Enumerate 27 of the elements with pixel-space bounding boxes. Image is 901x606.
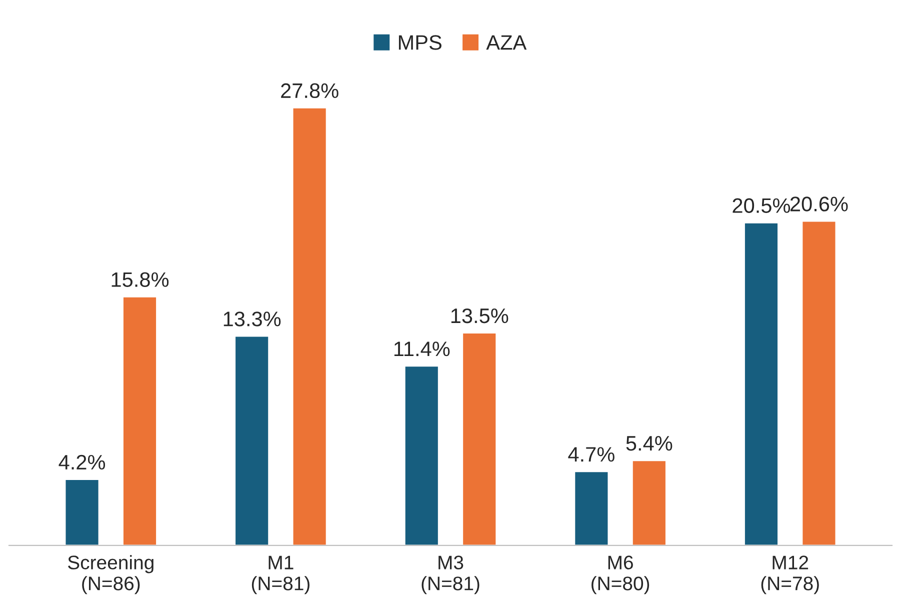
data-label: 5.4% xyxy=(626,436,672,451)
data-label: 27.8% xyxy=(281,83,338,98)
bar xyxy=(404,365,440,546)
bar xyxy=(292,107,328,546)
data-label: 15.8% xyxy=(112,272,169,287)
data-label: 4.7% xyxy=(568,447,614,462)
legend-label: MPS xyxy=(398,35,442,50)
bar xyxy=(574,470,610,546)
x-tick-label: M6 (N=80) xyxy=(592,556,650,594)
x-tick-label: Screening (N=86) xyxy=(68,555,154,594)
x-tick-label: M1 (N=81) xyxy=(252,556,310,594)
bar xyxy=(234,335,270,546)
data-label: 4.2% xyxy=(58,454,106,470)
bar xyxy=(801,220,837,546)
bar xyxy=(631,460,667,546)
x-tick-label: M12 (N=78) xyxy=(761,556,819,594)
bar xyxy=(64,478,100,546)
data-label: 13.3% xyxy=(224,312,281,326)
data-label: 20.5% xyxy=(732,198,790,213)
legend-label: AZA xyxy=(486,35,527,50)
data-label: 20.6% xyxy=(790,196,848,212)
bar xyxy=(744,222,779,546)
bar xyxy=(462,332,498,546)
x-tick-label: M3 (N=81) xyxy=(422,556,480,594)
bar xyxy=(122,296,158,546)
data-label: 11.4% xyxy=(394,342,450,356)
data-label: 13.5% xyxy=(451,308,508,324)
